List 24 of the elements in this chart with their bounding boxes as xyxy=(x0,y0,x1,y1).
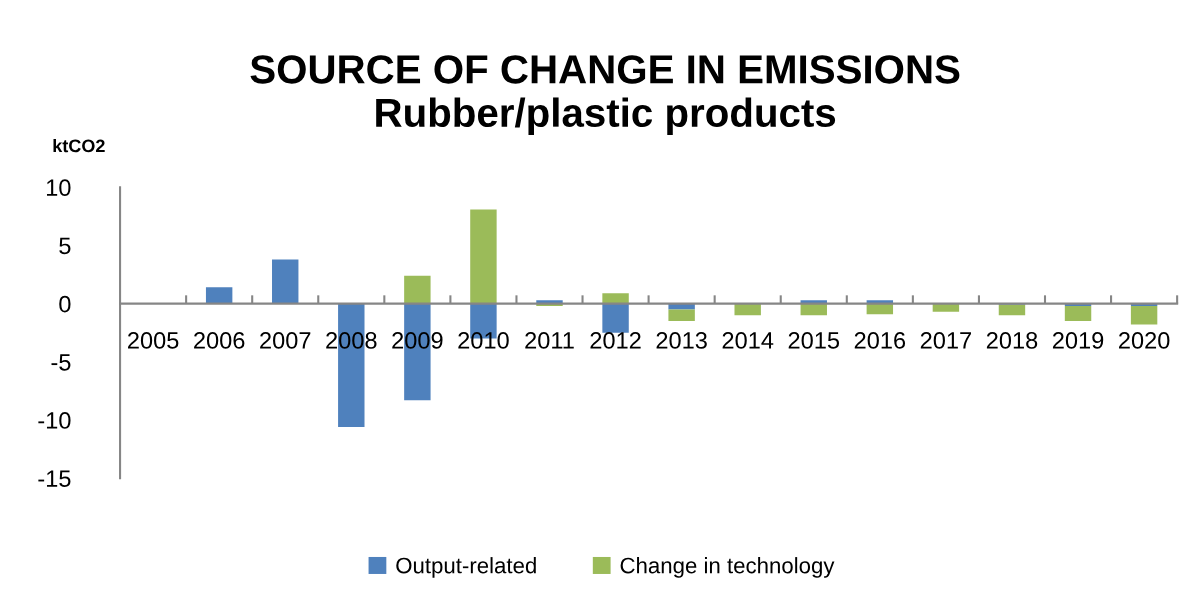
y-tick-label: -15 xyxy=(38,470,71,488)
y-tick-label: -10 xyxy=(38,412,71,429)
y-axis-title: ktCO2 xyxy=(53,138,105,153)
chart-title: SOURCE OF CHANGE IN EMISSIONS Rubber/plastic products xyxy=(250,55,960,136)
x-tick-label: 2010 xyxy=(458,332,509,349)
x-tick-label: 2016 xyxy=(854,332,906,349)
y-tick-label: -5 xyxy=(51,354,71,371)
y-tick-label: 10 xyxy=(46,179,71,197)
x-tick-label: 2020 xyxy=(1119,332,1170,349)
x-tick-label: 2012 xyxy=(590,332,641,349)
x-tick-label: 2013 xyxy=(656,332,707,349)
x-tick-label: 2011 xyxy=(525,332,574,349)
x-tick-label: 2018 xyxy=(986,332,1038,349)
x-tick-label: 2019 xyxy=(1052,332,1104,349)
x-tick-label: 2014 xyxy=(722,332,774,349)
x-tick-label: 2006 xyxy=(194,332,245,349)
y-tick-label: 0 xyxy=(59,295,71,313)
x-tick-label: 2007 xyxy=(260,332,311,349)
x-tick-label: 2005 xyxy=(128,332,179,349)
y-tick-label: 5 xyxy=(59,237,71,255)
x-tick-label: 2015 xyxy=(788,332,840,349)
x-tick-label: 2017 xyxy=(920,332,971,349)
legend-label: Output-related xyxy=(396,557,536,578)
legend-label: Change in technology xyxy=(620,557,835,578)
